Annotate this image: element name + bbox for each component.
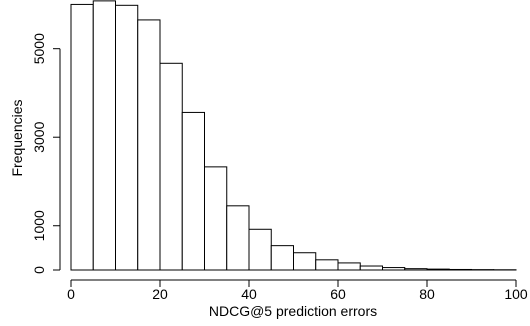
histogram-bar — [248, 228, 272, 271]
histogram-bar — [404, 268, 428, 271]
y-tick-label: 1000 — [31, 210, 47, 241]
y-tick-label: 3000 — [31, 121, 47, 152]
y-tick-label: 0 — [31, 266, 47, 274]
histogram-bar — [270, 245, 294, 271]
histogram-bar — [204, 166, 228, 271]
histogram-bar — [226, 205, 250, 271]
histogram-bar — [382, 267, 406, 271]
histogram-bar — [159, 62, 183, 271]
x-tick-label: 40 — [241, 286, 257, 302]
histogram-bar — [70, 3, 94, 271]
x-tick-label: 100 — [504, 286, 528, 302]
histogram-bar — [115, 4, 139, 271]
histogram-bar — [426, 268, 450, 271]
histogram-bar — [448, 268, 472, 271]
x-tick-label: 0 — [67, 286, 75, 302]
y-axis: 0 1000 3000 5000 — [31, 33, 61, 274]
histogram-bar — [359, 265, 383, 271]
x-tick-label: 80 — [419, 286, 435, 302]
x-axis-title: NDCG@5 prediction errors — [209, 303, 377, 319]
x-tick-label: 60 — [330, 286, 346, 302]
y-axis-title: Frequencies — [9, 99, 25, 176]
bars-layer — [70, 0, 517, 271]
histogram-bar — [337, 262, 361, 271]
x-axis: 0 20 40 60 80 100 — [67, 279, 528, 302]
histogram-bar — [315, 259, 339, 271]
histogram-bar — [181, 111, 205, 271]
histogram-bar — [137, 19, 161, 271]
y-tick-label: 5000 — [31, 33, 47, 64]
histogram-bar — [293, 252, 317, 271]
histogram-bar — [92, 0, 116, 271]
x-tick-label: 20 — [152, 286, 168, 302]
